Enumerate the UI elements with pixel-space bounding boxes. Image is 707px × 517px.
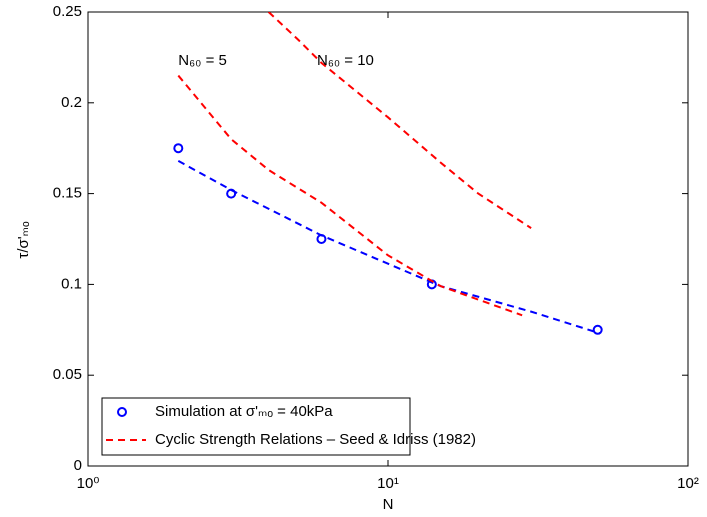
data-point [592, 324, 603, 335]
annotation: N₆₀ = 10 [317, 52, 374, 69]
x-axis-label: N [383, 496, 394, 513]
legend-box [101, 397, 411, 456]
y-tick-label: 0.2 [61, 94, 82, 111]
x-tick-label: 10⁰ [77, 475, 100, 492]
annotation: N₆₀ = 5 [178, 52, 227, 69]
x-tick-label: 10¹ [377, 475, 399, 492]
y-tick-label: 0.25 [53, 3, 82, 20]
series-line [177, 160, 601, 335]
legend-label: Cyclic Strength Relations – Seed & Idris… [155, 431, 476, 448]
series-line [267, 12, 532, 229]
y-tick-label: 0 [74, 457, 82, 474]
y-tick-label: 0.05 [53, 366, 82, 383]
data-point [173, 143, 184, 154]
legend-marker [117, 407, 127, 417]
y-tick-label: 0.1 [61, 275, 82, 292]
x-tick-label: 10² [677, 475, 699, 492]
y-axis-label: τ/σ'ₘₒ [15, 221, 32, 259]
series-line [177, 74, 523, 317]
legend-label: Simulation at σ'ₘₒ = 40kPa [155, 403, 333, 420]
y-tick-label: 0.15 [53, 185, 82, 202]
